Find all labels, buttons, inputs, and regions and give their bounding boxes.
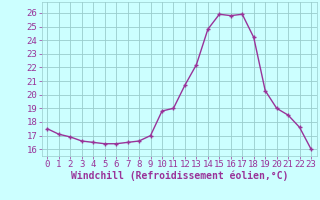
X-axis label: Windchill (Refroidissement éolien,°C): Windchill (Refroidissement éolien,°C) <box>70 171 288 181</box>
